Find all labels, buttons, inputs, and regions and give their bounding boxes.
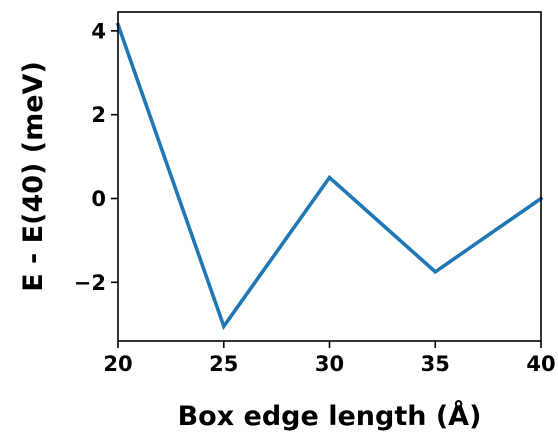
plot-area: 20 25 30 35 40 420−2: [74, 11, 556, 376]
y-tick-label: 2: [91, 103, 106, 127]
y-axis-label: E - E(40) (meV): [18, 61, 49, 292]
y-tick-label: −2: [74, 271, 106, 295]
x-tick-label: 40: [526, 352, 555, 376]
y-tick-label: 4: [91, 19, 106, 43]
x-tick-label: 30: [315, 352, 344, 376]
x-tick-label: 35: [421, 352, 450, 376]
series-line-0: [115, 22, 544, 331]
x-axis-label: Box edge length (Å): [178, 400, 482, 432]
x-tick-label: 25: [209, 352, 238, 376]
y-axis-ticks: 4 2 0 −2: [74, 19, 118, 295]
x-tick-label: 20: [103, 352, 132, 376]
x-axis-ticks: 20 25 30 35 40: [103, 341, 556, 376]
y-tick-label: 0: [91, 187, 106, 211]
series-layer: [115, 22, 544, 331]
